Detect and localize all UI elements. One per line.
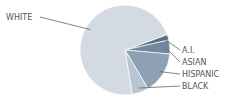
leader-line: [139, 86, 180, 88]
slice-label: A.I.: [182, 46, 195, 55]
slice-label: BLACK: [182, 82, 209, 91]
pie: [80, 5, 170, 95]
slice-label: WHITE: [6, 13, 32, 22]
labels: A.I. ASIAN HISPANIC BLACK WHITE: [6, 13, 220, 91]
leader-line: [165, 47, 180, 62]
pie-slice: [80, 5, 167, 95]
chart: A.I. ASIAN HISPANIC BLACK WHITE: [0, 0, 240, 100]
leader-line: [159, 72, 180, 74]
slice-label: ASIAN: [182, 58, 206, 67]
slice-label: HISPANIC: [182, 70, 220, 79]
leader-line: [40, 17, 90, 30]
